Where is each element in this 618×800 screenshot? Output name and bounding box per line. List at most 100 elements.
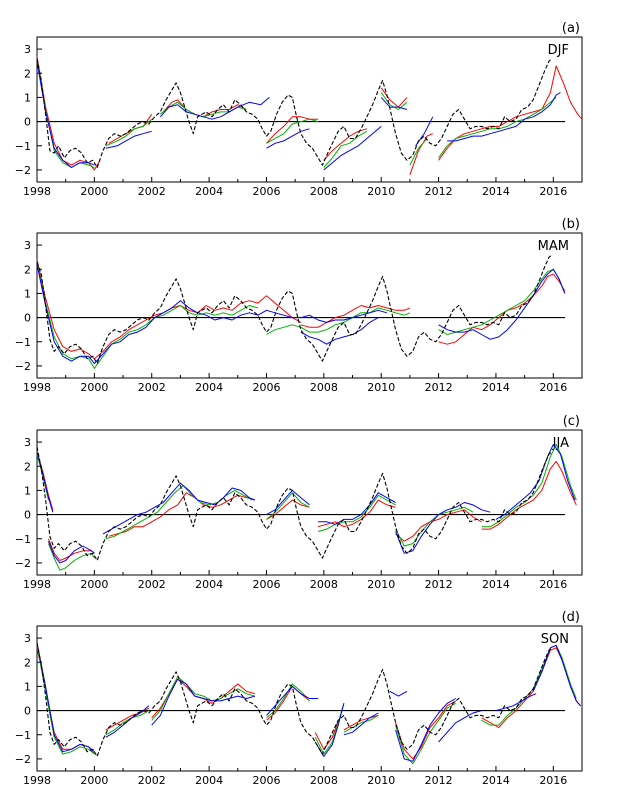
panel-label: (c)	[563, 414, 580, 429]
panel-label: (b)	[562, 217, 580, 232]
series-line-black	[36, 642, 553, 758]
plot-frame	[36, 625, 583, 772]
series-line-blue	[159, 97, 270, 120]
panel-label: (a)	[562, 21, 580, 36]
series-line-blue	[105, 130, 152, 149]
x-tick-label: 2002	[138, 774, 166, 787]
x-tick-label: 2008	[310, 774, 338, 787]
x-tick-label: 2010	[367, 185, 395, 198]
series-line-green	[438, 97, 557, 159]
x-tick-label: 2014	[482, 578, 510, 591]
x-tick-label: 1998	[23, 185, 51, 198]
series-line-green	[105, 710, 150, 736]
x-tick-label: 2012	[425, 381, 453, 394]
x-tick-label: 2006	[252, 185, 280, 198]
x-tick-label: 2000	[80, 578, 108, 591]
series-line-green	[36, 261, 259, 369]
series-line-blue	[380, 97, 408, 110]
series-line-red	[36, 647, 95, 755]
series-line-green	[395, 506, 474, 547]
series-line-blue	[36, 451, 54, 513]
series-line-green	[266, 118, 319, 144]
series-line-black	[36, 446, 553, 562]
series-line-green	[323, 130, 368, 168]
series-line-blue	[105, 705, 150, 738]
series-line-green	[266, 492, 310, 520]
season-label: SON	[541, 632, 569, 647]
x-tick-label: 2010	[367, 774, 395, 787]
x-tick-label: 1998	[23, 774, 51, 787]
chart-panel-4: −2 −1 0 1 2 3 1998 2000 2002 2004 2006 2008 2010 2012…	[15, 610, 583, 787]
x-tick-label: 2008	[310, 381, 338, 394]
x-tick-label: 2006	[252, 774, 280, 787]
series-line-red	[380, 87, 408, 108]
series-line-blue	[266, 128, 310, 149]
y-tick-label: 0	[24, 705, 31, 718]
x-tick-label: 2012	[425, 185, 453, 198]
x-tick-label: 2000	[80, 381, 108, 394]
y-tick-label: −1	[15, 729, 31, 742]
series-line-blue	[318, 492, 396, 525]
chart-panel-3: −2 −1 0 1 2 3 1998 2000 2002 2004 2006 2008 2010 2012…	[15, 414, 583, 591]
series-line-blue	[532, 644, 581, 707]
x-tick-label: 1998	[23, 578, 51, 591]
y-tick-label: −1	[15, 336, 31, 349]
y-tick-label: 2	[24, 656, 31, 669]
series-line-green	[343, 714, 379, 733]
series-line-green	[409, 138, 428, 166]
series-line-green	[36, 454, 49, 501]
plot-frame	[36, 429, 583, 576]
y-tick-label: 3	[24, 239, 31, 252]
series-line-green	[105, 118, 153, 147]
y-tick-label: 1	[24, 287, 31, 300]
y-tick-label: 3	[24, 43, 31, 56]
series-line-blue	[102, 482, 256, 535]
x-tick-label: 2000	[80, 774, 108, 787]
y-tick-label: −2	[15, 360, 31, 373]
x-tick-label: 2016	[539, 185, 567, 198]
series-line-blue	[495, 444, 576, 520]
series-line-red	[343, 714, 379, 731]
series-line-blue	[323, 126, 382, 171]
season-label: MAM	[538, 239, 569, 254]
panel-label: (d)	[562, 610, 580, 625]
series-line-red	[481, 647, 581, 728]
chart-panel-2: −2 −1 0 1 2 3 1998 2000 2002 2004 2006 2008 2010 2012…	[15, 217, 583, 394]
x-tick-label: 2004	[195, 381, 223, 394]
season-label: JJA	[552, 436, 569, 451]
series-line-red	[481, 460, 577, 530]
x-tick-label: 2012	[425, 774, 453, 787]
y-tick-label: 2	[24, 460, 31, 473]
y-tick-label: −1	[15, 140, 31, 153]
y-tick-label: 3	[24, 632, 31, 645]
y-tick-label: −2	[15, 753, 31, 766]
series-line-green	[481, 644, 577, 726]
series-line-green	[48, 543, 95, 571]
y-tick-label: −2	[15, 164, 31, 177]
x-tick-label: 2004	[195, 578, 223, 591]
series-line-black	[36, 254, 553, 365]
x-tick-label: 2014	[482, 381, 510, 394]
x-tick-label: 2012	[425, 578, 453, 591]
series-line-red	[300, 305, 411, 328]
series-line-blue	[36, 642, 95, 753]
series-line-black	[36, 58, 553, 169]
series-line-blue	[395, 698, 457, 762]
series-line-blue	[314, 703, 345, 757]
x-tick-label: 2010	[367, 381, 395, 394]
series-line-blue	[343, 712, 379, 736]
y-tick-label: −1	[15, 533, 31, 546]
series-line-green	[438, 268, 566, 335]
y-tick-label: −2	[15, 557, 31, 570]
y-tick-label: 1	[24, 91, 31, 104]
x-tick-label: 2008	[310, 185, 338, 198]
chart-panel-1: −2 −1 0 1 2 3 1998 2000 2002 2004 2006 2008 2010 2012…	[15, 21, 583, 198]
series-line-green	[317, 494, 396, 532]
y-tick-label: 1	[24, 484, 31, 497]
y-tick-label: 2	[24, 263, 31, 276]
series-line-red	[395, 700, 457, 760]
series-line-green	[395, 702, 457, 765]
x-tick-label: 2016	[539, 578, 567, 591]
x-tick-label: 2004	[195, 774, 223, 787]
